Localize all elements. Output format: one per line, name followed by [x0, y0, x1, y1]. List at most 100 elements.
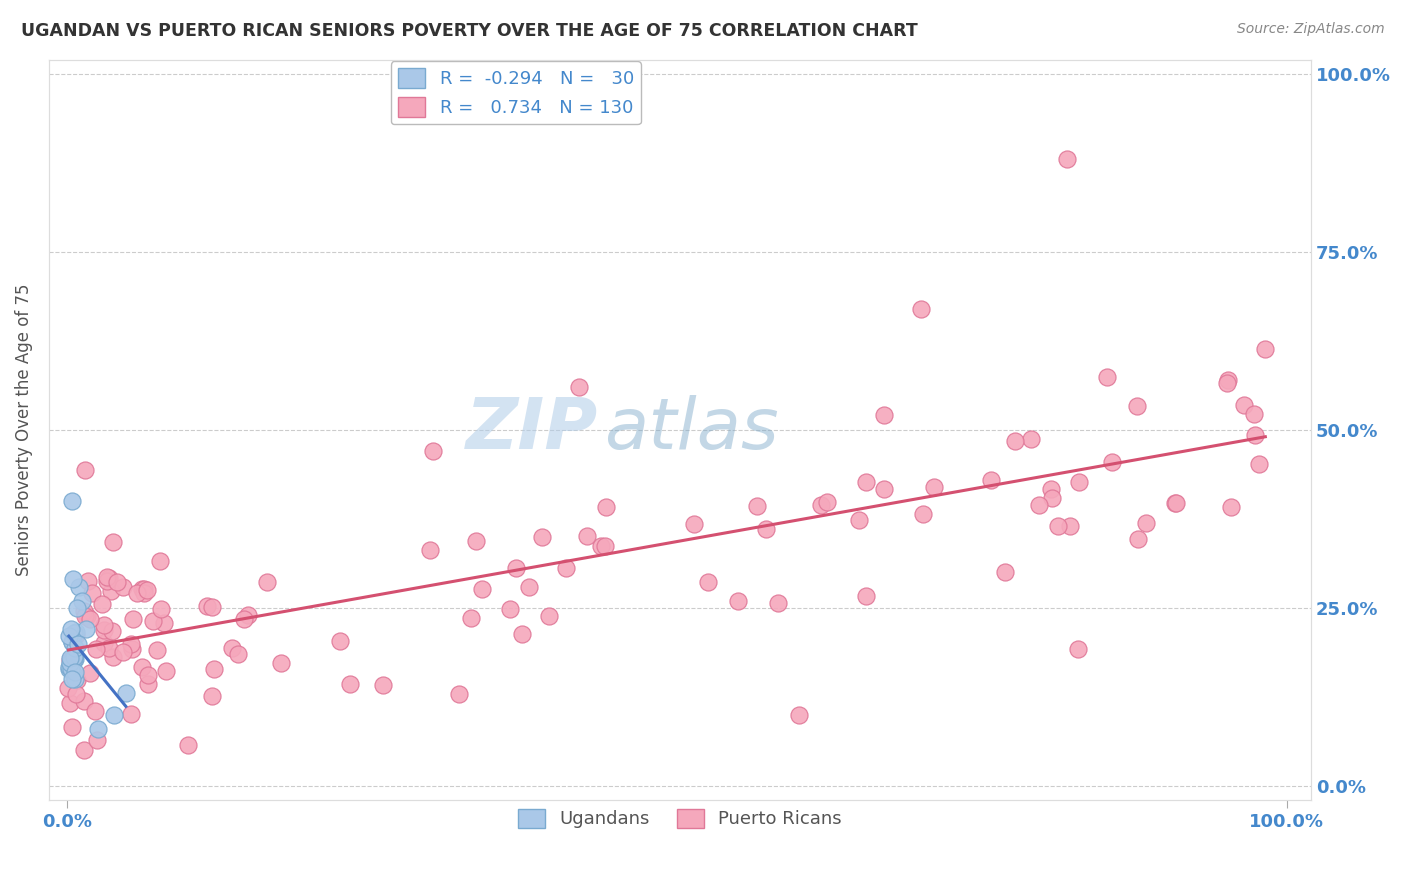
Point — [142, 614, 165, 628]
Point — [114, 686, 136, 700]
Point — [419, 542, 441, 557]
Point — [910, 301, 932, 316]
Point — [97, 571, 120, 585]
Point — [60, 635, 83, 649]
Point — [538, 608, 561, 623]
Point — [1040, 491, 1063, 505]
Text: atlas: atlas — [605, 395, 779, 465]
Point — [499, 602, 522, 616]
Point — [93, 623, 115, 637]
Point — [63, 651, 86, 665]
Point — [79, 612, 101, 626]
Point — [994, 565, 1017, 579]
Point — [60, 672, 83, 686]
Point — [121, 637, 143, 651]
Point — [84, 642, 107, 657]
Point — [121, 642, 143, 657]
Point — [727, 594, 749, 608]
Point — [75, 622, 97, 636]
Point — [980, 473, 1002, 487]
Point — [339, 677, 361, 691]
Point — [77, 574, 100, 588]
Point — [98, 640, 121, 655]
Point — [787, 707, 810, 722]
Point — [66, 601, 89, 615]
Point — [1040, 483, 1063, 497]
Point — [63, 649, 86, 664]
Point — [1247, 457, 1270, 471]
Point — [132, 582, 155, 596]
Point — [66, 673, 89, 687]
Point — [60, 494, 83, 508]
Point — [517, 580, 540, 594]
Point — [471, 582, 494, 597]
Point — [63, 625, 86, 640]
Point — [63, 665, 86, 679]
Point — [153, 615, 176, 630]
Point — [1056, 153, 1078, 167]
Point — [1004, 434, 1026, 448]
Point — [873, 408, 896, 422]
Point — [112, 644, 135, 658]
Point — [256, 575, 278, 590]
Point — [86, 733, 108, 747]
Point — [554, 561, 576, 575]
Point — [91, 598, 114, 612]
Point — [155, 664, 177, 678]
Point — [73, 463, 96, 477]
Point — [122, 612, 145, 626]
Point — [67, 636, 90, 650]
Point — [226, 647, 249, 661]
Point — [195, 599, 218, 614]
Point — [65, 625, 87, 640]
Point — [100, 584, 122, 599]
Point — [63, 672, 86, 686]
Point — [80, 585, 103, 599]
Point — [63, 640, 86, 655]
Point — [1244, 427, 1267, 442]
Point — [87, 722, 110, 736]
Point — [96, 574, 118, 589]
Point — [505, 561, 527, 575]
Point — [73, 609, 96, 624]
Point — [1216, 376, 1239, 390]
Point — [59, 650, 82, 665]
Point — [855, 589, 877, 603]
Point — [1095, 370, 1118, 384]
Point — [65, 628, 87, 642]
Point — [101, 649, 124, 664]
Point — [591, 539, 613, 553]
Point — [93, 635, 115, 649]
Point — [103, 707, 125, 722]
Point — [1126, 532, 1149, 546]
Point — [1164, 496, 1187, 510]
Point — [58, 659, 80, 673]
Text: ZIP: ZIP — [465, 395, 598, 465]
Point — [1028, 498, 1050, 512]
Point — [125, 586, 148, 600]
Point — [73, 694, 96, 708]
Point — [63, 652, 86, 666]
Point — [105, 574, 128, 589]
Point — [465, 533, 488, 548]
Point — [460, 611, 482, 625]
Point — [59, 655, 82, 669]
Point — [149, 601, 172, 615]
Point — [58, 653, 80, 667]
Text: Source: ZipAtlas.com: Source: ZipAtlas.com — [1237, 22, 1385, 37]
Point — [62, 573, 84, 587]
Point — [766, 596, 789, 610]
Point — [96, 569, 118, 583]
Y-axis label: Seniors Poverty Over the Age of 75: Seniors Poverty Over the Age of 75 — [15, 284, 32, 576]
Point — [73, 604, 96, 618]
Point — [177, 738, 200, 752]
Point — [1101, 455, 1123, 469]
Point — [810, 498, 832, 512]
Point — [697, 575, 720, 590]
Point — [111, 580, 134, 594]
Point — [59, 696, 82, 710]
Point — [233, 612, 256, 626]
Point — [58, 662, 80, 676]
Point — [568, 380, 591, 394]
Point — [1126, 399, 1149, 413]
